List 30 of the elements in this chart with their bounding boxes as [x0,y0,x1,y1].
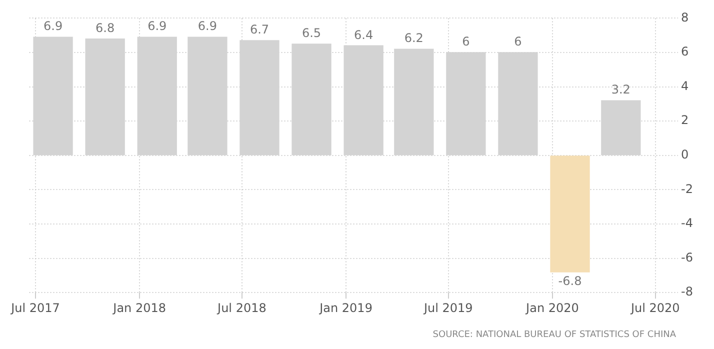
data-label: 6.5 [302,26,322,40]
x-tick-label: Jan 2019 [318,300,372,315]
data-label: 6.9 [198,19,217,34]
bar [550,156,590,272]
x-tick-label: Jul 2019 [422,300,473,315]
data-label: 6.9 [148,19,167,34]
y-tick-label: 8 [681,10,689,24]
source-note: SOURCE: NATIONAL BUREAU OF STATISTICS OF CHINA [432,330,677,340]
x-tick-label: Jan 2020 [525,300,579,315]
y-tick-label: -4 [681,216,694,230]
y-tick-label: 2 [681,113,689,128]
data-label: -6.8 [558,274,582,288]
data-label: 6 [514,34,522,49]
y-tick-label: -8 [681,284,694,299]
x-tick-label: Jul 2018 [216,300,266,315]
y-tick-label: 4 [681,78,689,93]
data-label: 6.8 [96,20,115,35]
y-tick-label: -2 [681,182,694,196]
y-tick-label: 0 [681,148,689,162]
data-label: 6.4 [354,28,374,42]
x-tick-label: Jul 2020 [630,300,680,315]
data-label: 6.9 [44,19,63,34]
data-label: 6 [462,34,470,49]
x-tick-label: Jul 2017 [10,300,60,315]
data-label: 6.2 [404,31,424,46]
y-tick-label: 6 [681,44,689,59]
y-tick-label: -6 [681,250,694,264]
x-tick-label: Jan 2018 [112,300,166,315]
data-label: 3.2 [611,82,630,97]
data-label: 6.7 [250,22,270,37]
